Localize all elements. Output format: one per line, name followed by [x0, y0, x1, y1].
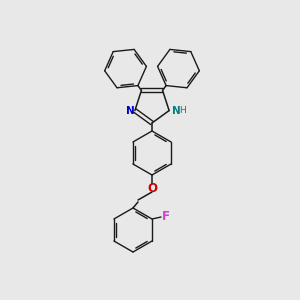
Text: O: O [147, 182, 157, 194]
Text: F: F [162, 211, 170, 224]
Text: N: N [125, 106, 134, 116]
Text: N: N [172, 106, 181, 116]
Text: H: H [179, 106, 185, 115]
